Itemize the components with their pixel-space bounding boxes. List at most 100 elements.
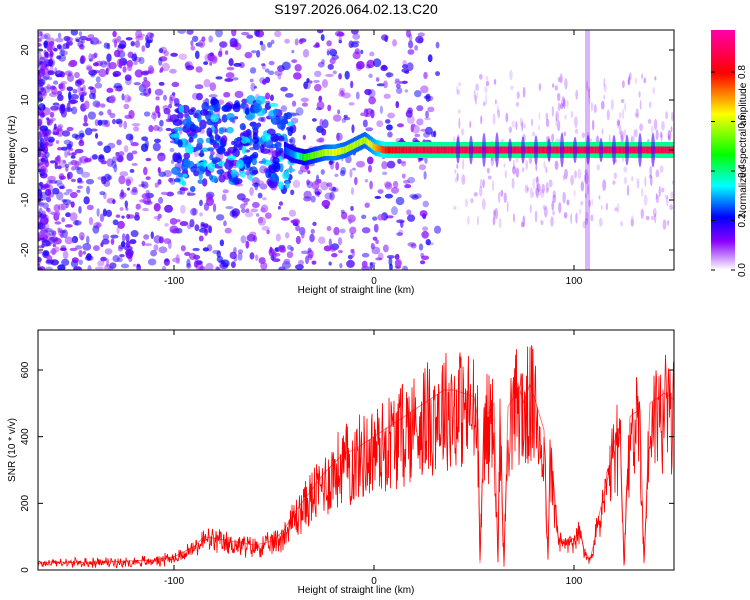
spectrogram-ridge-core (372, 142, 375, 150)
spectrogram-noise-blob (118, 244, 125, 250)
spectrogram-noise-blob (133, 82, 141, 86)
spectrogram-noise-blob (485, 94, 488, 105)
spectrogram-noise-blob (435, 41, 440, 49)
spectrogram-noise-blob (50, 106, 59, 112)
spectrogram-noise-blob (64, 236, 74, 245)
spectrogram-noise-blob (602, 179, 607, 192)
snr-frame (37, 329, 675, 571)
spectrogram-noise-blob (258, 257, 266, 264)
spectrogram-noise-blob (249, 67, 257, 74)
spectrogram-noise-blob (298, 38, 304, 45)
spectrogram-noise-blob (43, 53, 50, 59)
spectrogram-noise-blob (278, 266, 286, 270)
spectrogram-ridge-core (594, 146, 597, 154)
spectrogram-noise-blob (384, 182, 393, 190)
spectrogram-noise-blob (329, 48, 338, 57)
spectrogram-ridge-core (384, 146, 387, 154)
spectrogram-noise-blob (130, 141, 139, 147)
spectrogram-noise-blob (123, 103, 130, 110)
spectrogram-noise-blob (552, 194, 557, 203)
spectrogram-noise-blob (90, 40, 94, 45)
spectrogram-noise-blob (141, 80, 151, 89)
colorbar-tick-label: 0.4 (737, 164, 748, 178)
spectrogram-noise-blob (623, 176, 628, 185)
spectrogram-noise-blob (477, 216, 479, 226)
spectrogram-ridge-core (463, 146, 466, 154)
spectrogram-noise-blob (143, 76, 148, 81)
spectrogram-noise-blob (280, 105, 288, 112)
spectrogram-signal-blob (201, 178, 208, 187)
spectrogram-noise-blob (260, 204, 269, 213)
spectrogram-noise-blob (649, 165, 653, 177)
spectrogram-noise-blob (153, 244, 159, 252)
spectrogram-noise-blob (162, 94, 167, 101)
spectrogram-signal-blob (286, 126, 294, 132)
spectrogram-noise-blob (627, 79, 630, 85)
spectrogram-signal-blob (285, 112, 293, 120)
spectrogram-ridge-core (578, 146, 581, 154)
spectrogram-ridge-core (531, 146, 534, 154)
spectrogram-signal-blob (177, 112, 184, 119)
spectrogram-noise-blob (661, 187, 665, 193)
spectrogram-noise-blob (64, 224, 73, 228)
spectrogram-noise-blob (48, 139, 54, 147)
spectrogram-noise-blob (77, 185, 84, 189)
snr-ytick-label: 0 (20, 567, 31, 573)
spectrogram-noise-blob (66, 172, 71, 180)
spectrogram-noise-blob (420, 128, 428, 132)
spectrogram-ridge-core (327, 149, 330, 156)
spectrogram-noise-blob (243, 201, 248, 206)
spectrogram-noise-blob (462, 158, 465, 171)
spectrogram-noise-blob (46, 207, 51, 213)
spectrogram-noise-blob (640, 188, 644, 197)
spectrogram-noise-blob (334, 173, 339, 178)
spectrogram-noise-blob (135, 203, 141, 210)
spectrogram-noise-blob (545, 112, 549, 121)
spectrogram-noise-blob (90, 73, 96, 78)
spectrogram-noise-blob (600, 100, 605, 110)
spectrogram-noise-blob (175, 254, 180, 262)
spectrogram-signal-blob (216, 145, 226, 155)
spectrogram-noise-blob (423, 131, 430, 138)
spectrogram-noise-blob (634, 128, 638, 138)
spectrogram-noise-blob (86, 66, 93, 71)
spectrogram-noise-blob (339, 169, 346, 177)
spectrogram-noise-blob (630, 136, 635, 143)
spectrogram-signal-blob (199, 119, 207, 130)
spectrogram-signal-blob (241, 98, 248, 104)
spectrogram-noise-blob (350, 248, 354, 254)
spectrogram-noise-blob (204, 229, 208, 236)
spectrogram-ridge-core (432, 146, 435, 154)
spectrogram-noise-blob (163, 169, 172, 178)
spectrogram-noise-blob (106, 87, 114, 93)
spectrogram-signal-blob (284, 180, 290, 189)
spectrogram-noise-blob (178, 53, 188, 60)
spectrogram-noise-blob (617, 119, 621, 127)
spectrogram-ridge-core (331, 149, 334, 156)
spectrogram-noise-blob (44, 151, 50, 158)
spectrogram-signal-blob (250, 112, 256, 120)
spectrogram-ridge-core (442, 146, 445, 154)
spectrogram-noise-blob (414, 90, 422, 98)
spectrogram-noise-blob (479, 178, 483, 189)
spectrogram-ridge-core (436, 146, 439, 154)
spectrogram-noise-blob (216, 250, 222, 258)
spectrogram-ridge-core (631, 146, 634, 154)
spectrogram-ridge-core (348, 144, 351, 152)
spectrogram-noise-blob (307, 170, 311, 175)
spectrogram-signal-blob (218, 174, 226, 183)
spectrogram-noise-blob (52, 187, 60, 195)
spectrogram-noise-blob (511, 120, 516, 128)
spectrogram-noise-blob (123, 120, 128, 130)
spectrogram-ridge-core (641, 146, 644, 154)
spectrogram-noise-blob (366, 59, 375, 69)
spectrogram-noise-blob (179, 220, 189, 227)
spectrogram-noise-blob (186, 258, 191, 268)
spectrogram-streak (586, 135, 590, 165)
spectrogram-ridge-core (316, 150, 319, 158)
spectrogram-noise-blob (368, 96, 377, 105)
spectrogram-noise-blob (345, 155, 352, 164)
spectrogram-noise-blob (52, 102, 60, 106)
spectrogram-ridge-core (289, 149, 292, 157)
